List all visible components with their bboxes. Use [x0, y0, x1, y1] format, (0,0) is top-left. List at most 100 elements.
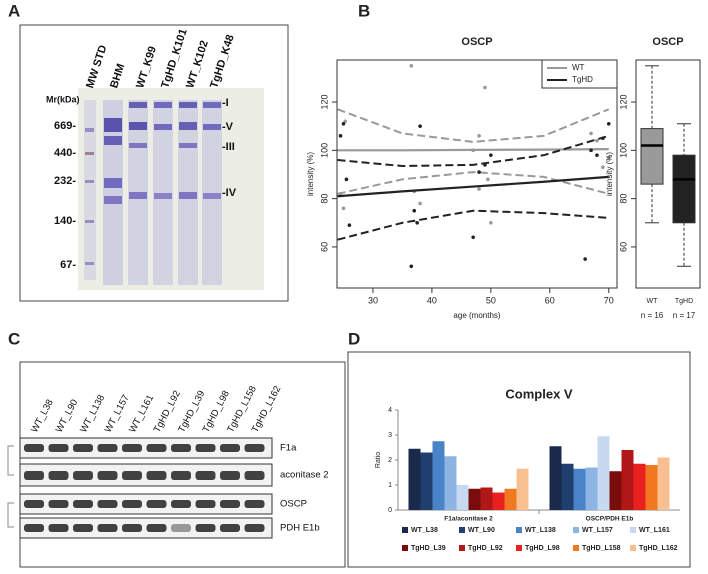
point	[477, 170, 481, 174]
lane-label: WT_L38	[29, 398, 56, 435]
y-tick-label: 100	[319, 143, 329, 158]
band	[73, 471, 93, 480]
marker-label: 67-	[60, 259, 76, 271]
panel-label: A	[8, 1, 20, 20]
complex-label: -V	[222, 121, 234, 133]
x-axis-label: age (months)	[453, 311, 500, 320]
bar	[609, 471, 622, 510]
band	[73, 524, 93, 532]
bar	[492, 492, 505, 510]
point	[606, 121, 611, 126]
band	[97, 471, 118, 480]
x-tick-label: 30	[368, 295, 378, 305]
n-label: n = 16	[641, 311, 664, 320]
band	[146, 524, 167, 532]
legend-swatch	[573, 527, 579, 533]
bar	[549, 446, 562, 510]
band	[244, 500, 265, 508]
lane-label: WT_K102	[184, 39, 211, 90]
x-tick-label: 40	[427, 295, 437, 305]
legend-label: TgHD_L39	[411, 545, 446, 552]
complex-label: -IV	[222, 187, 237, 199]
point	[347, 223, 352, 228]
fit-line	[337, 148, 609, 152]
bar	[516, 468, 529, 510]
chart-title: OSCP	[461, 36, 492, 48]
point	[409, 264, 414, 269]
bar	[597, 436, 610, 510]
legend-label: WT_L157	[582, 527, 613, 534]
box	[672, 154, 696, 224]
panel-label: D	[348, 329, 360, 348]
legend-label: TgHD_L92	[468, 545, 503, 552]
point	[589, 148, 593, 153]
y-tick-label: 60	[618, 242, 628, 252]
y-tick-label: 4	[388, 407, 392, 414]
band	[97, 524, 118, 532]
legend-label: WT_L138	[525, 527, 556, 534]
band	[171, 444, 191, 452]
legend-swatch	[516, 527, 522, 533]
bar	[573, 468, 586, 510]
lane-label: WT_L90	[54, 398, 81, 435]
point	[589, 131, 593, 136]
band	[195, 444, 216, 452]
point	[477, 187, 481, 191]
legend-label: WT_L90	[468, 527, 495, 534]
lane-label: MW STD	[84, 44, 109, 90]
ci-line	[337, 171, 609, 195]
band	[171, 500, 191, 508]
legend-label: WT_L38	[411, 527, 438, 534]
marker-label: 232-	[54, 175, 76, 187]
legend-swatch	[402, 545, 408, 551]
band	[48, 524, 69, 532]
point	[412, 208, 417, 213]
bar	[657, 457, 670, 510]
x-tick-label: OSCP/PDH E1b	[586, 516, 634, 523]
y-tick-label: 120	[319, 95, 329, 110]
blot	[7, 437, 273, 539]
bar	[480, 487, 493, 510]
point	[601, 165, 605, 170]
ci-line	[337, 209, 609, 241]
y-tick-label: 1	[388, 482, 392, 489]
legend-label: TgHD_L162	[639, 545, 678, 552]
marker-label: 140-	[54, 215, 76, 227]
band	[220, 524, 240, 532]
n-label: n = 17	[673, 311, 696, 320]
point	[341, 121, 346, 126]
x-tick-label: TgHD	[675, 298, 693, 305]
bar	[432, 441, 445, 510]
band	[122, 444, 142, 452]
point	[415, 220, 419, 225]
y-tick-label: 100	[618, 143, 628, 158]
legend-swatch	[630, 545, 636, 551]
legend-label: WT_L161	[639, 527, 670, 534]
legend-label: TgHD_L158	[582, 545, 621, 552]
point	[344, 177, 349, 182]
gel-bands	[84, 100, 222, 285]
point	[483, 85, 487, 90]
band	[171, 471, 191, 480]
legend-swatch	[630, 527, 636, 533]
band	[24, 444, 44, 452]
bar	[645, 465, 658, 510]
band-label: aconitase 2	[280, 470, 329, 481]
bar	[633, 463, 646, 510]
band	[48, 500, 69, 508]
ci-line	[337, 134, 610, 168]
bar	[585, 467, 598, 510]
blot-bands	[24, 444, 265, 532]
y-tick-label: 60	[319, 242, 329, 252]
band	[24, 471, 44, 480]
ci-line	[337, 108, 610, 143]
band	[97, 444, 118, 452]
y-tick-label: 3	[388, 432, 392, 439]
band	[122, 471, 142, 480]
point	[583, 257, 587, 261]
legend-swatch	[402, 527, 408, 533]
x-tick-label: WT	[647, 298, 659, 305]
band	[73, 444, 93, 452]
band-label: F1a	[280, 443, 297, 454]
